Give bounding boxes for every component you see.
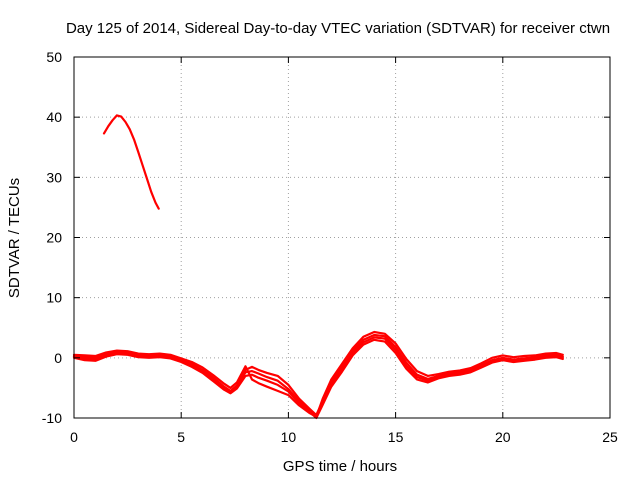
x-tick-label: 15 xyxy=(388,429,404,445)
series-line-band-3 xyxy=(72,330,564,418)
x-tick-label: 5 xyxy=(177,429,185,445)
y-tick-label: 20 xyxy=(46,230,62,246)
y-tick-label: -10 xyxy=(42,410,62,426)
tick-layer: 0 5 10 15 20 25 -10 0 10 20 30 40 50 xyxy=(42,49,618,445)
chart-title: Day 125 of 2014, Sidereal Day-to-day VTE… xyxy=(66,20,610,37)
x-tick-label: 20 xyxy=(495,429,511,445)
x-tick-label: 25 xyxy=(602,429,618,445)
series-line-band-4 xyxy=(72,336,564,418)
y-tick-label: 10 xyxy=(46,290,62,306)
grid-layer xyxy=(74,57,610,418)
series-layer xyxy=(72,114,564,420)
y-tick-label: 40 xyxy=(46,109,62,125)
y-tick-label: 50 xyxy=(46,49,62,65)
y-tick-label: 30 xyxy=(46,169,62,185)
y-axis-label: SDTVAR / TECUs xyxy=(6,178,23,298)
x-axis-label: GPS time / hours xyxy=(283,458,397,475)
x-tick-label: 10 xyxy=(281,429,297,445)
series-line-segment-high xyxy=(102,114,160,210)
x-tick-label: 0 xyxy=(70,429,78,445)
y-tick-label: 0 xyxy=(54,350,62,366)
